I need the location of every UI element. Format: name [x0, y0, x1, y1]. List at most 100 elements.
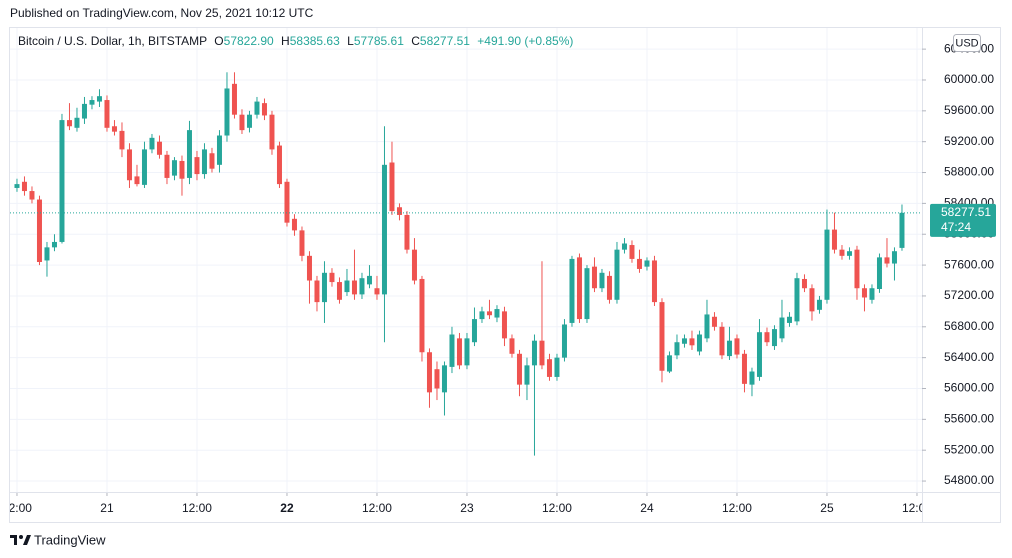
- candle-body: [584, 268, 590, 320]
- candle-body: [216, 135, 222, 165]
- candle-body: [246, 114, 252, 128]
- candle-body: [351, 280, 357, 295]
- candle-body: [164, 154, 170, 178]
- grid: [10, 28, 922, 492]
- candle-body: [614, 249, 620, 300]
- candle-body: [426, 352, 432, 393]
- y-tick-label: 57200.00: [944, 288, 994, 302]
- candle-body: [126, 149, 132, 181]
- ohlc-value: 58385.63: [290, 34, 340, 48]
- candle-body: [411, 249, 417, 281]
- candle-body: [231, 83, 237, 115]
- candle-body: [561, 324, 567, 358]
- candle-body: [734, 338, 740, 355]
- candle-body: [261, 103, 267, 116]
- candle-body: [21, 181, 27, 192]
- candle-body: [104, 100, 110, 128]
- y-tick-label: 55600.00: [944, 412, 994, 426]
- candle-body: [51, 241, 57, 248]
- published-note: Published on TradingView.com, Nov 25, 20…: [10, 6, 314, 20]
- ohlc-value: 58277.51: [420, 34, 470, 48]
- candle-body: [876, 257, 882, 289]
- x-tick-label: 23: [460, 501, 474, 515]
- ohlc-value: 57822.90: [224, 34, 274, 48]
- candle-body: [501, 311, 507, 339]
- x-tick-label: 21: [100, 501, 114, 515]
- candle-body: [606, 275, 612, 300]
- ohlc-label: O: [214, 34, 223, 48]
- candle-body: [696, 334, 702, 352]
- x-tick-label: 24: [640, 501, 654, 515]
- candle-body: [801, 278, 807, 289]
- candle-body: [674, 342, 680, 356]
- ohlc-label: H: [281, 34, 290, 48]
- candle-body: [59, 120, 65, 242]
- candle-body: [29, 191, 35, 200]
- x-tick-label: 12:00: [2, 501, 32, 515]
- candle-body: [254, 101, 260, 115]
- currency-box[interactable]: [953, 34, 981, 52]
- candle-body: [809, 288, 815, 312]
- candle-body: [44, 247, 50, 261]
- last-price-tag: [930, 203, 996, 237]
- candle-body: [329, 272, 335, 283]
- candle-body: [179, 160, 185, 179]
- candle-body: [554, 357, 560, 377]
- y-tick-label: 56800.00: [944, 319, 994, 333]
- candle-body: [149, 137, 155, 150]
- candle-body: [269, 114, 275, 150]
- candle-body: [141, 149, 147, 185]
- y-tick-label: 55200.00: [944, 442, 994, 456]
- ohlc-label: C: [411, 34, 420, 48]
- y-tick-label: 59200.00: [944, 134, 994, 148]
- candle-body: [374, 288, 380, 295]
- candle-body: [516, 353, 522, 385]
- candle-body: [704, 314, 710, 339]
- candle-body: [779, 317, 785, 339]
- candle-body: [156, 141, 162, 155]
- candle-body: [546, 359, 552, 377]
- candle-body: [336, 282, 342, 300]
- candle-body: [419, 278, 425, 353]
- candle-body: [14, 184, 20, 188]
- candle-body: [74, 117, 80, 128]
- candle-body: [659, 302, 665, 371]
- legend-line: Bitcoin / U.S. Dollar, 1h, BITSTAMP O578…: [18, 34, 573, 48]
- candle-body: [314, 280, 320, 303]
- candle-body: [434, 369, 440, 389]
- candle-body: [119, 130, 125, 150]
- axes: 54800.00 55200.00 55600.00 56000.00 56400.00…: [922, 41, 994, 487]
- candle-body: [471, 319, 477, 343]
- candle-body: [479, 311, 485, 320]
- candle-body: [599, 272, 605, 289]
- ohlc-value: 57785.61: [354, 34, 404, 48]
- candle-body: [509, 338, 515, 354]
- y-tick-label: 54800.00: [944, 473, 994, 487]
- candle-body: [194, 157, 200, 175]
- time-axis: 12:00 21 12:00 22 12:00 23 12:00 24 12:00 25 12:00: [2, 493, 932, 515]
- candle-body: [816, 299, 822, 310]
- candle-body: [591, 266, 597, 289]
- x-tick-label: 22: [280, 501, 294, 515]
- x-tick-label: 12:00: [182, 501, 212, 515]
- candle-body: [366, 275, 372, 285]
- candle-body: [569, 258, 575, 323]
- x-tick-label: 12:00: [902, 501, 932, 515]
- candle-body: [869, 288, 875, 300]
- candle-body: [359, 278, 365, 295]
- y-tick-label: 58800.00: [944, 165, 994, 179]
- candle-body: [621, 243, 627, 250]
- candle-body: [276, 145, 282, 185]
- y-tick-label: 56000.00: [944, 381, 994, 395]
- candle-body: [404, 214, 410, 250]
- candle-body: [441, 365, 447, 393]
- candle-body: [741, 353, 747, 384]
- candle-body: [899, 212, 905, 248]
- x-tick-label: 12:00: [722, 501, 752, 515]
- candle-body: [764, 332, 770, 343]
- y-tick-label: 56400.00: [944, 350, 994, 364]
- y-tick-label: 57600.00: [944, 257, 994, 271]
- candle-body: [486, 311, 492, 316]
